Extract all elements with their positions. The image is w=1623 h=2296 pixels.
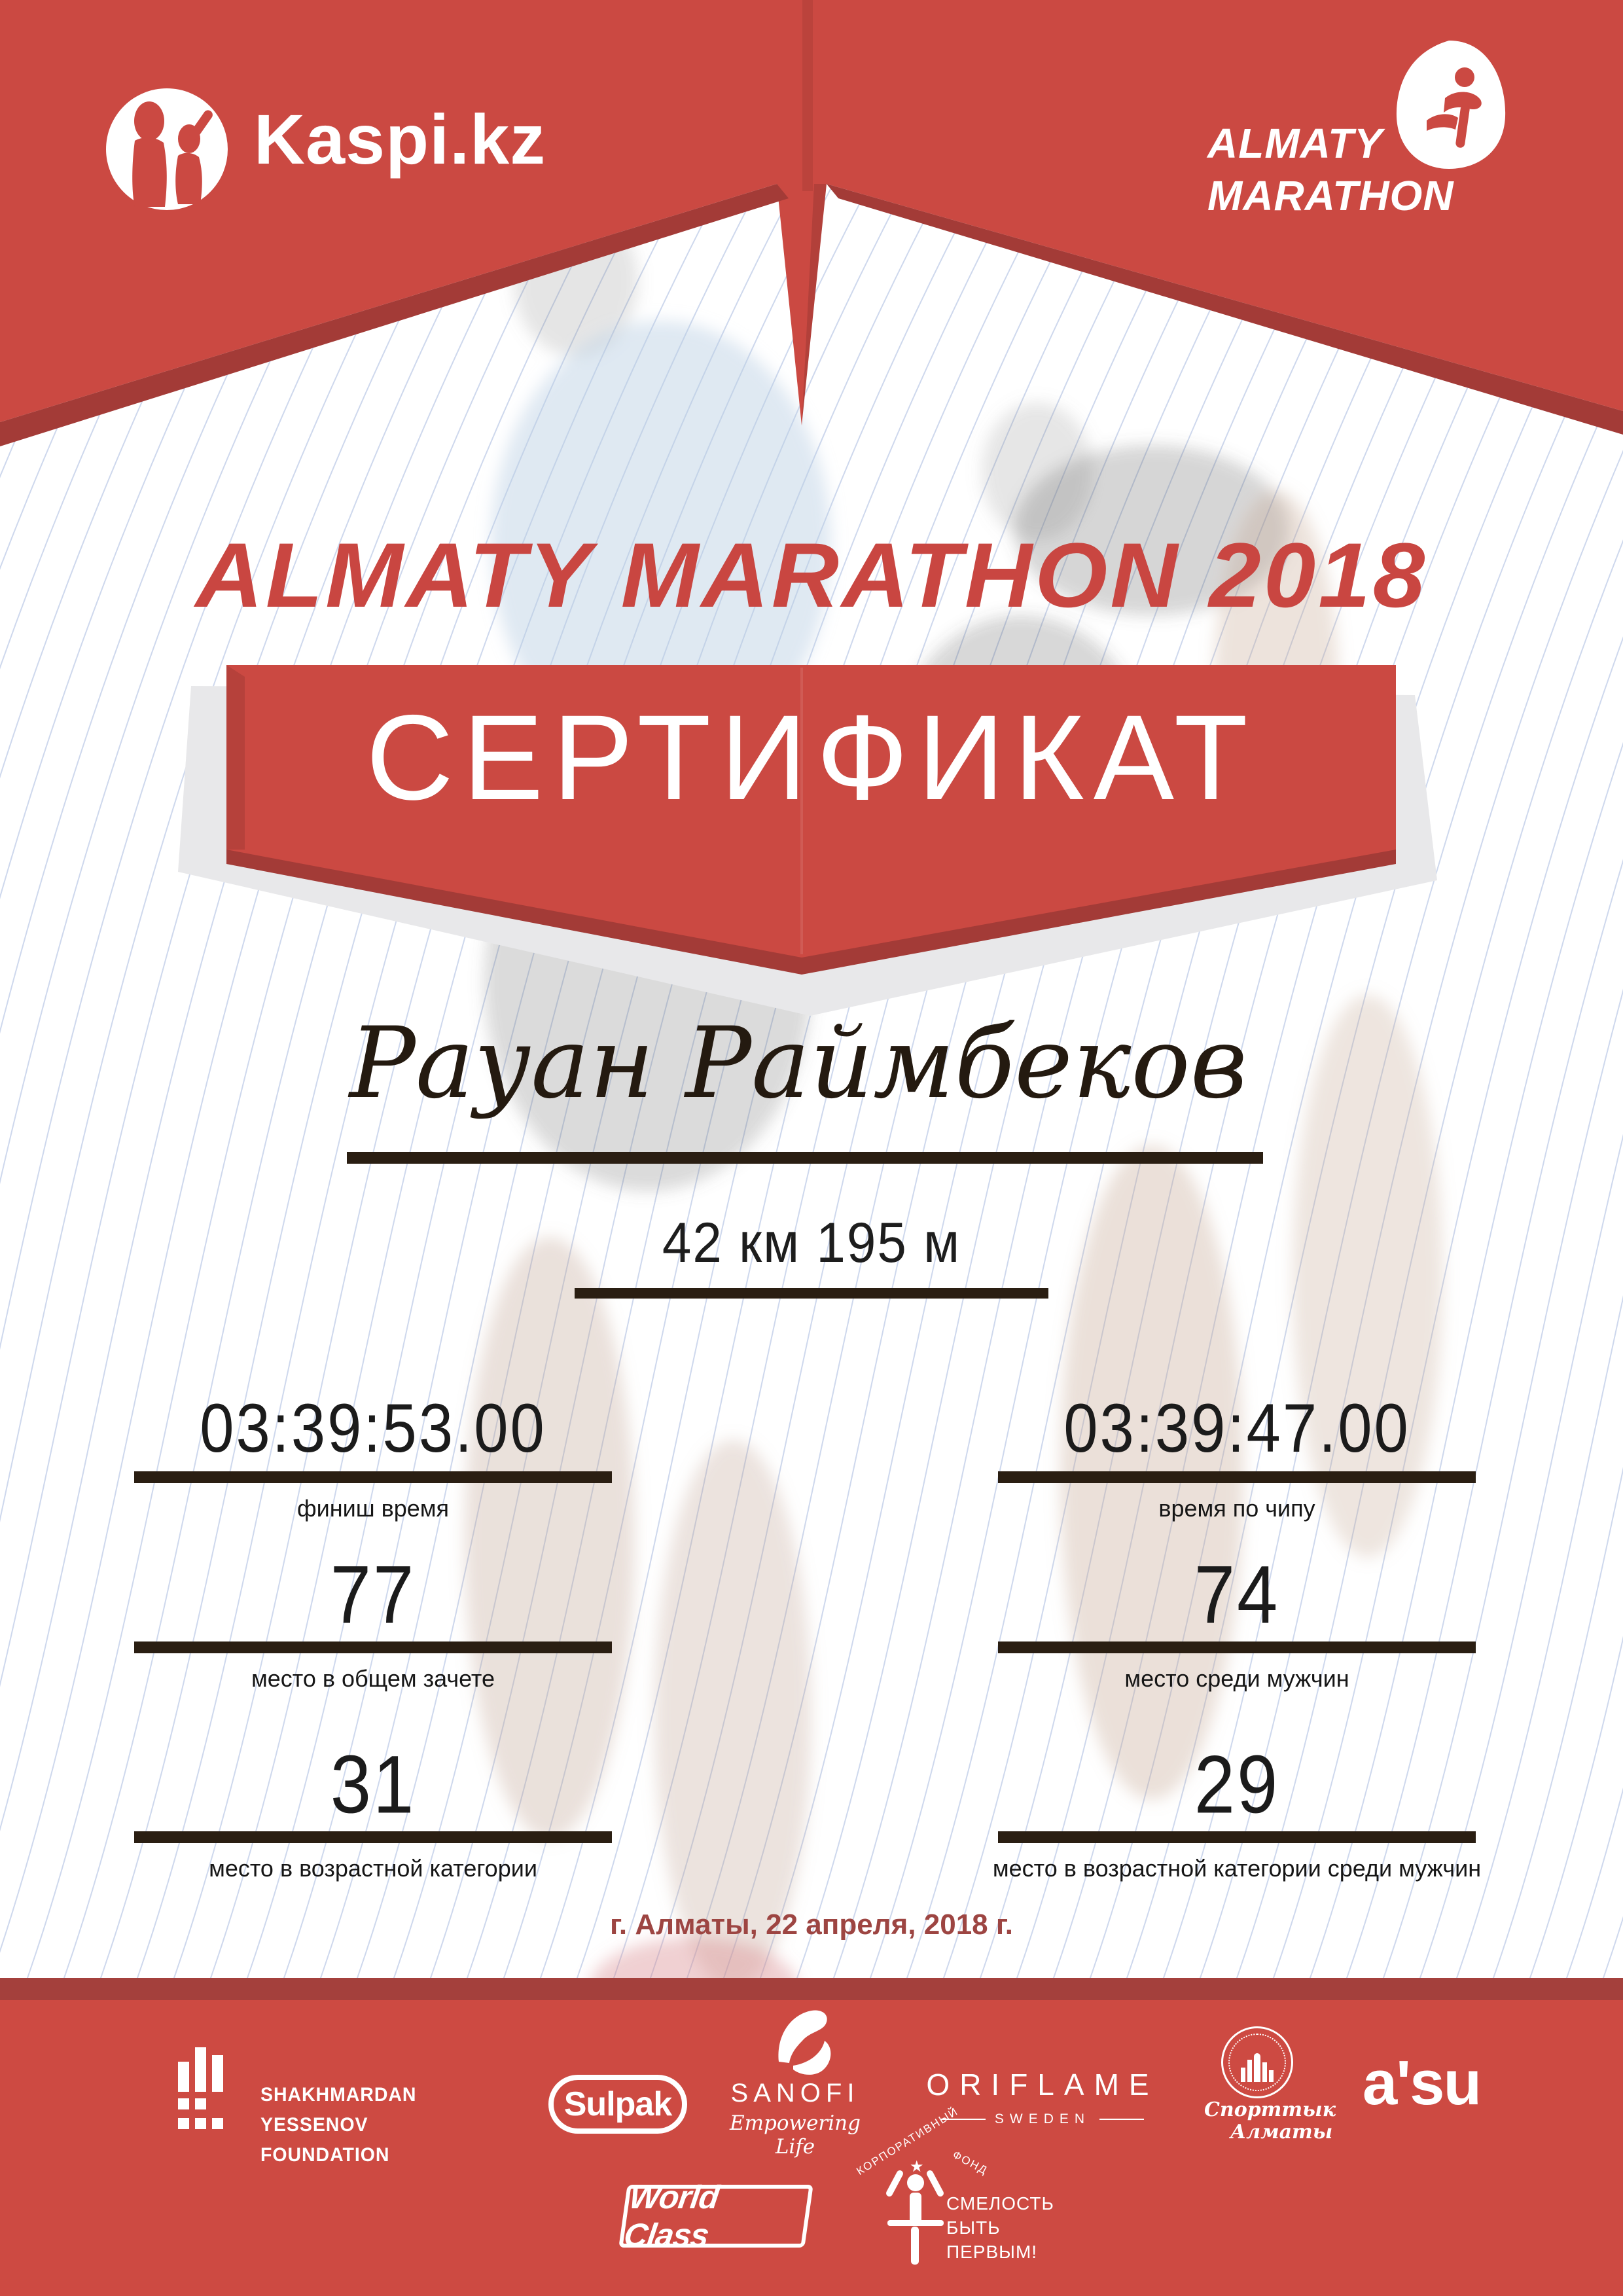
corporate-fund-runner-leg: [911, 2227, 919, 2265]
men-age-category-place-value: 29: [1194, 1738, 1280, 1831]
men-place-label: место среди мужчин: [1124, 1665, 1349, 1692]
certificate-ribbon: [178, 665, 1437, 1016]
corporate-fund-star-icon: ★: [910, 2158, 924, 2176]
sanofi-logo-text: SANOFI: [730, 2079, 860, 2108]
distance-value: 42 км 195 м: [662, 1211, 961, 1274]
oriflame-line-left: [940, 2119, 986, 2120]
finish-time-value: 03:39:53.00: [200, 1389, 546, 1467]
distance-underline: [575, 1288, 1048, 1299]
sport-almaty-text-line2: Алматы: [1230, 2121, 1333, 2144]
yessenov-icon: [178, 2047, 223, 2129]
corporate-fund-slogan: СМЕЛОСТЬ БЫТЬ ПЕРВЫМ!: [946, 2191, 1090, 2264]
oriflame-logo-text: ORIFLAME: [926, 2068, 1159, 2102]
yessenov-line2: FOUNDATION: [260, 2144, 390, 2166]
sulpak-logo: Sulpak: [548, 2075, 687, 2134]
corporate-fund-finish-ribbon: [887, 2220, 944, 2226]
asu-logo-text: a'su: [1362, 2048, 1482, 2118]
oriflame-line-right: [1099, 2119, 1145, 2120]
almaty-marathon-logo-line1: ALMATY: [1207, 120, 1383, 167]
footer-band: [0, 1978, 1623, 2296]
overall-place-label: место в общем зачете: [251, 1665, 495, 1692]
sport-almaty-text-line1: Спорттык: [1204, 2098, 1336, 2121]
men-age-category-place-underline: [998, 1831, 1476, 1843]
age-category-place-value: 31: [330, 1738, 416, 1831]
men-age-category-place-label: место в возрастной категории среди мужчи…: [992, 1855, 1482, 1882]
chip-time-label: время по чипу: [1158, 1495, 1315, 1522]
sport-almaty-emblem-inner: [1228, 2034, 1286, 2091]
overall-place-underline: [134, 1641, 612, 1653]
corporate-fund-runner-torso: [910, 2193, 921, 2225]
age-category-place-underline: [134, 1831, 612, 1843]
world-class-logo: World Class: [618, 2179, 813, 2253]
ribbon-label: СЕРТИФИКАТ: [366, 691, 1257, 825]
kaspi-logo-text: Kaspi.kz: [254, 99, 546, 179]
sulpak-label: Sulpak: [563, 2085, 672, 2123]
kaspi-icon: [106, 88, 228, 210]
faded-runners-photo: [465, 206, 1443, 2042]
name-underline: [347, 1152, 1263, 1164]
chip-time-value: 03:39:47.00: [1063, 1389, 1410, 1467]
sanofi-icon: [778, 2010, 831, 2075]
yessenov-line1: SHAKHMARDAN YESSENOV: [260, 2084, 417, 2136]
fund-slogan-line3: ПЕРВЫМ!: [946, 2242, 1038, 2262]
men-place-value: 74: [1194, 1549, 1280, 1641]
world-class-label: World Class: [621, 2179, 721, 2253]
almaty-marathon-icon: [1396, 41, 1506, 169]
finish-time-label: финиш время: [296, 1495, 449, 1522]
almaty-marathon-logo-line2: MARATHON: [1207, 172, 1454, 219]
sport-almaty-building-icon: [1241, 2053, 1274, 2090]
age-category-place-label: место в возрастной категории: [209, 1855, 537, 1882]
fund-slogan-line2: БЫТЬ: [946, 2217, 1001, 2238]
sport-almaty-emblem: [1221, 2026, 1293, 2098]
yessenov-foundation-logo: SHAKHMARDAN YESSENOV FOUNDATION: [260, 2080, 484, 2170]
date-location: г. Алматы, 22 апреля, 2018 г.: [610, 1909, 1013, 1941]
corporate-fund-runner-icon: [907, 2174, 924, 2191]
participant-name: Рауан Раймбеков: [349, 1007, 1248, 1121]
sanofi-tagline: Empowering Life: [730, 2111, 861, 2159]
overall-place-value: 77: [330, 1549, 416, 1641]
header-band: [0, 0, 1623, 446]
oriflame-sweden-label: SWEDEN: [994, 2111, 1091, 2126]
fund-slogan-line1: СМЕЛОСТЬ: [946, 2193, 1054, 2214]
men-place-underline: [998, 1641, 1476, 1653]
finish-time-underline: [134, 1471, 612, 1483]
page-title: ALMATY MARATHON 2018: [195, 524, 1428, 626]
chip-time-underline: [998, 1471, 1476, 1483]
oriflame-sub: SWEDEN: [921, 2111, 1164, 2127]
